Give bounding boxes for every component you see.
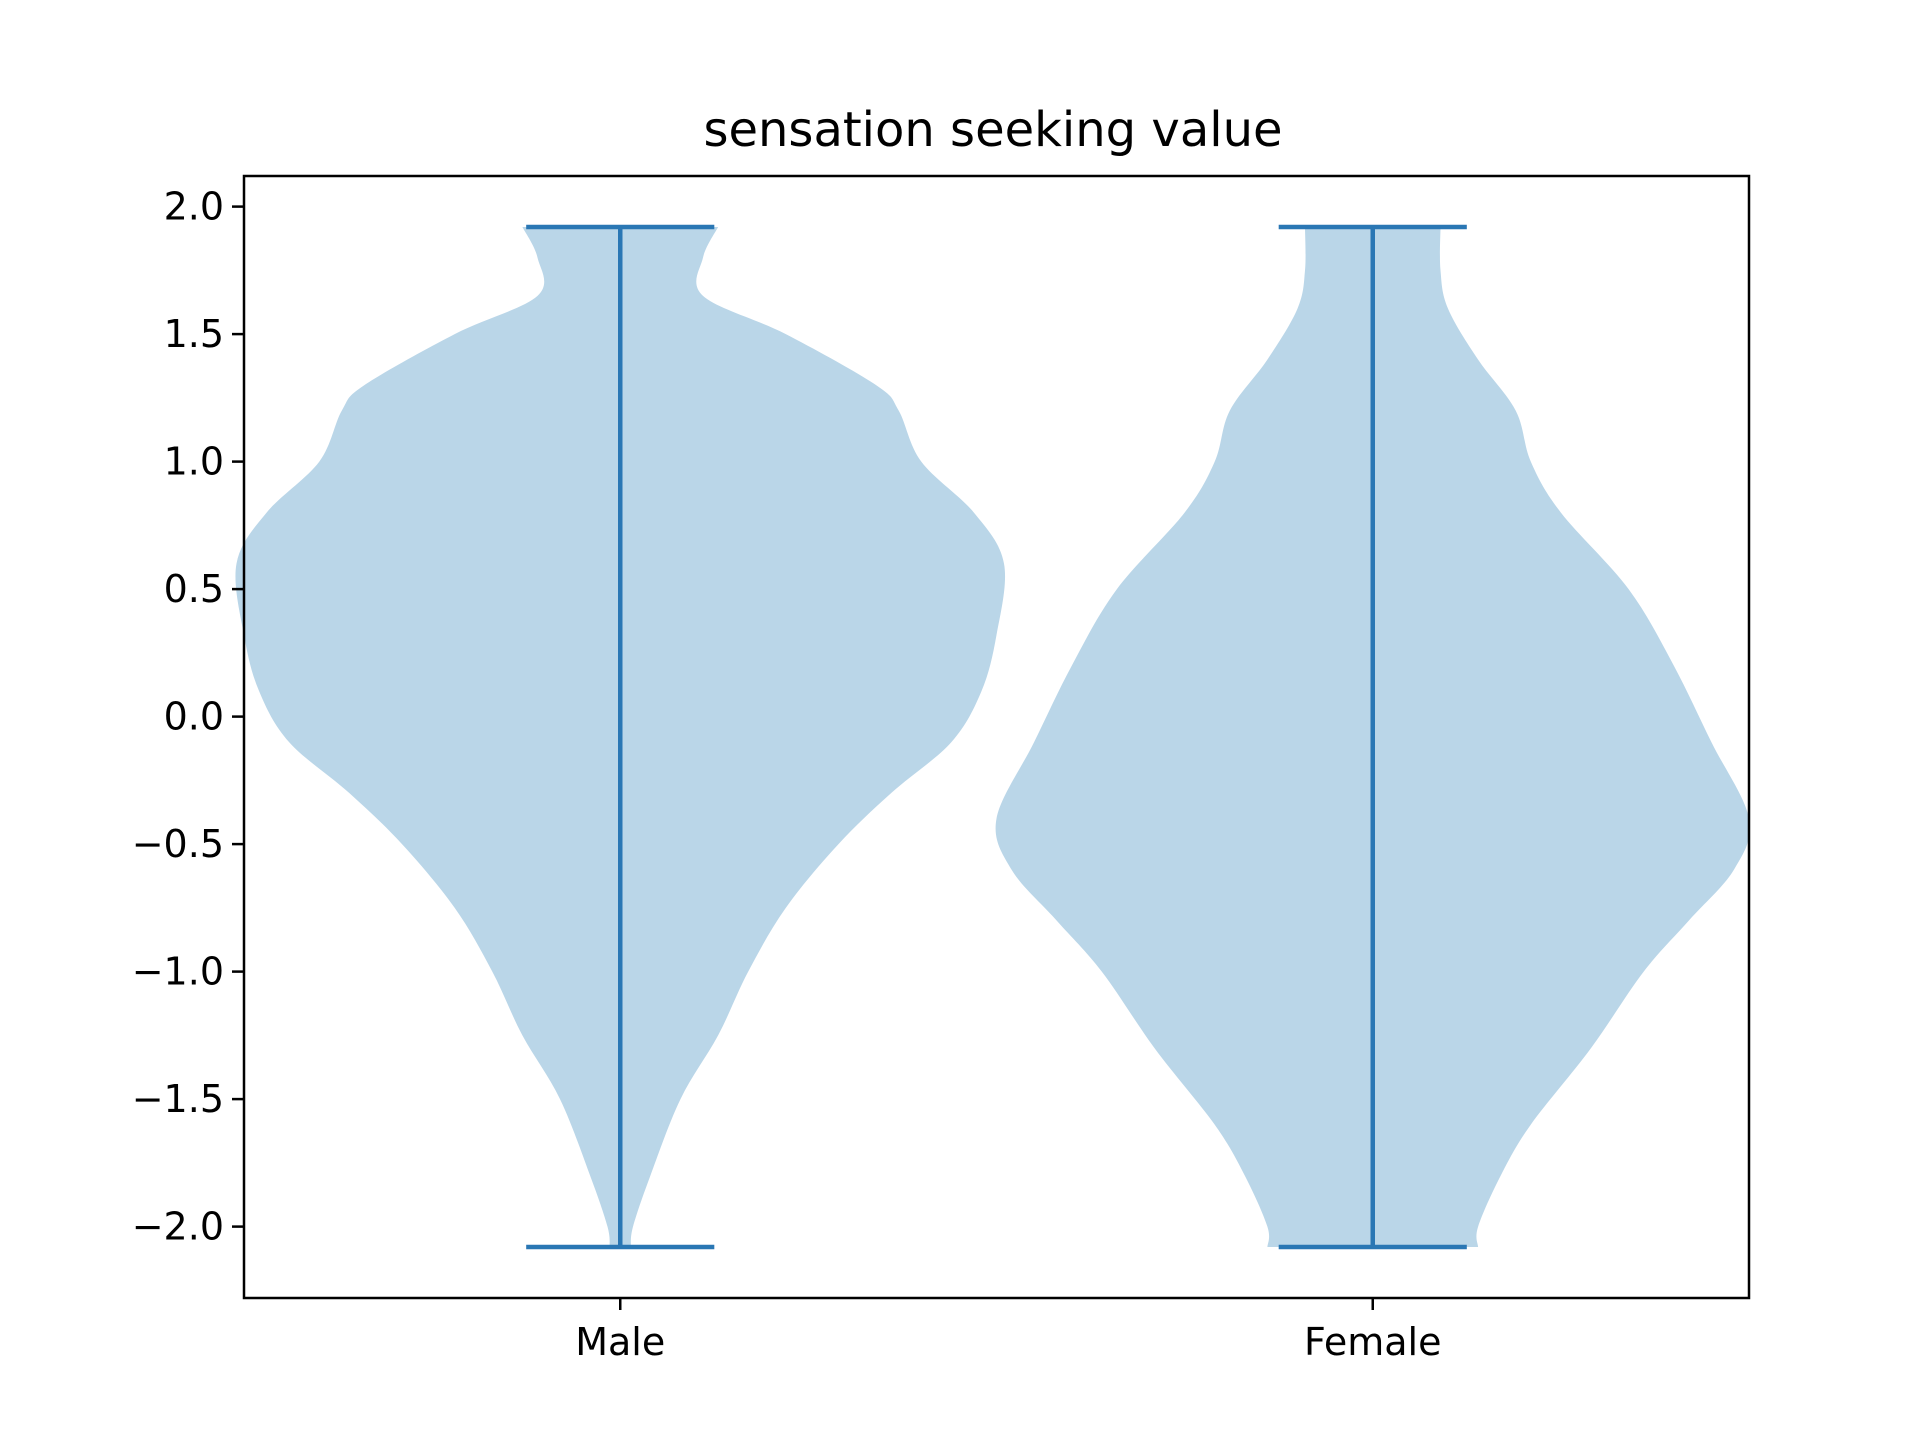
y-tick-label: 1.5 xyxy=(164,312,224,356)
y-tick-label: 2.0 xyxy=(164,185,224,229)
y-tick-label: −1.5 xyxy=(132,1077,224,1121)
y-axis: 2.0 1.5 1.0 0.5 0.0 −0.5 −1.0 −1.5 −2.0 xyxy=(132,185,244,1249)
y-tick-label: −0.5 xyxy=(132,822,224,866)
x-axis: Male Female xyxy=(575,1298,1441,1364)
y-tick-label: 0.5 xyxy=(164,567,224,611)
x-tick-label: Male xyxy=(575,1320,665,1364)
y-tick-label: 0.0 xyxy=(164,695,224,739)
violins-layer xyxy=(235,224,1750,1250)
y-tick-label: 1.0 xyxy=(164,440,224,484)
y-tick-label: −2.0 xyxy=(132,1205,224,1249)
chart-title: sensation seeking value xyxy=(703,102,1282,158)
x-tick-label: Female xyxy=(1304,1320,1441,1364)
y-tick-label: −1.0 xyxy=(132,950,224,994)
plot-frame xyxy=(242,174,1751,1300)
